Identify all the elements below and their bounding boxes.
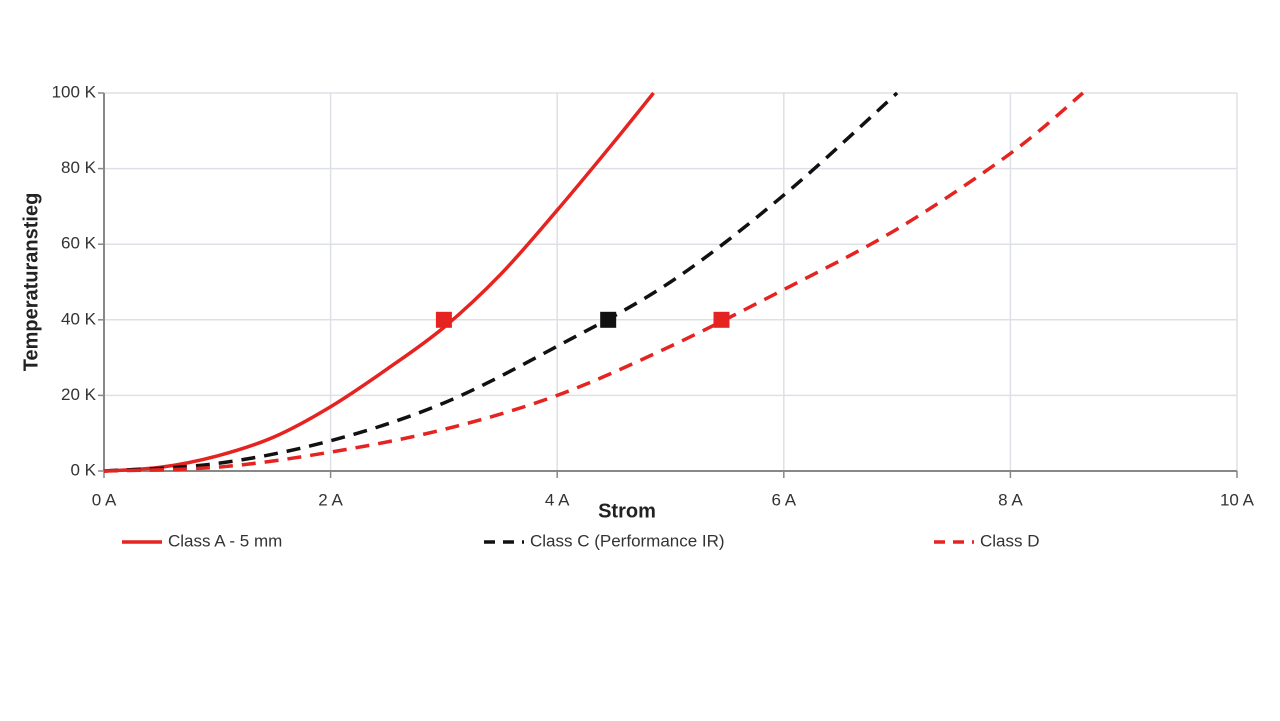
marker — [713, 311, 730, 328]
y-tick-label: 100 K — [52, 82, 97, 101]
legend-label: Class A - 5 mm — [168, 531, 282, 550]
y-tick-label: 0 K — [70, 460, 96, 479]
series-line — [103, 91, 655, 473]
x-tick-label: 4 A — [545, 490, 570, 509]
x-axis-title: Strom — [598, 500, 656, 522]
x-tick-label: 6 A — [772, 490, 797, 509]
x-tick-label: 2 A — [318, 490, 343, 509]
legend-label: Class D — [980, 531, 1040, 550]
series-line — [103, 91, 1085, 473]
y-tick-label: 60 K — [61, 234, 97, 253]
y-tick-label: 20 K — [61, 385, 97, 404]
y-tick-label: 40 K — [61, 309, 97, 328]
marker — [435, 311, 452, 328]
x-tick-label: 8 A — [998, 490, 1023, 509]
x-tick-label: 0 A — [92, 490, 117, 509]
series-line — [103, 91, 899, 473]
marker — [600, 311, 617, 328]
y-tick-label: 80 K — [61, 158, 97, 177]
x-tick-label: 10 A — [1220, 490, 1255, 509]
legend-label: Class C (Performance IR) — [530, 531, 725, 550]
y-axis-title: Temperaturanstieg — [20, 193, 42, 372]
